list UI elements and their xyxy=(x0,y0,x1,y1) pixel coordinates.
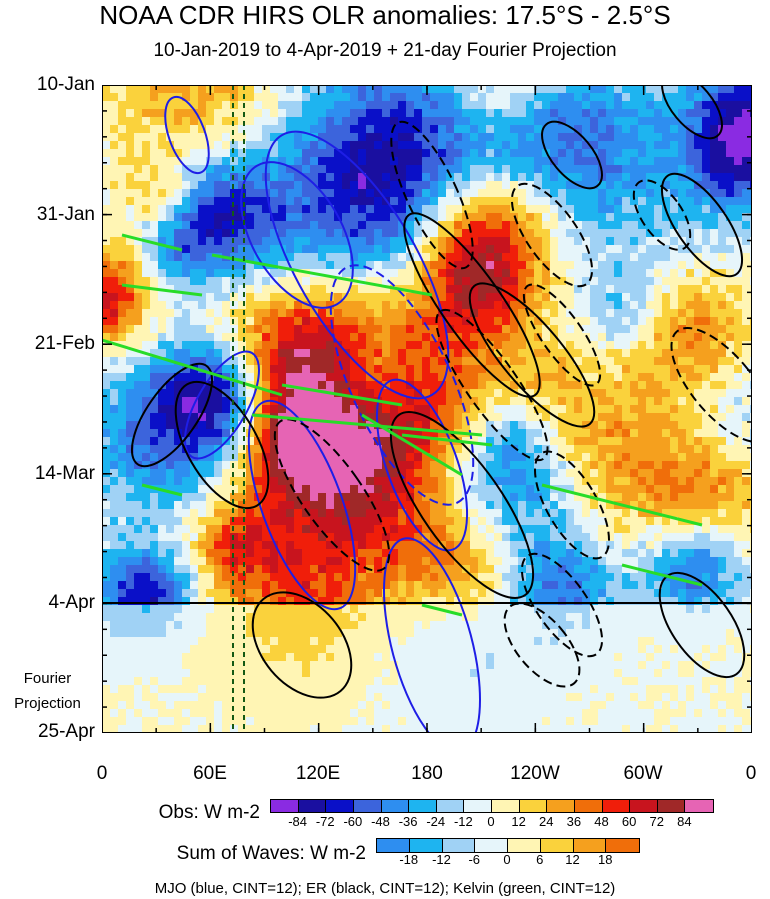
obs-colorbar-tick: 84 xyxy=(677,814,692,829)
obs-colorbar-tick: 36 xyxy=(566,814,582,829)
x-tick-label: 60E xyxy=(193,763,227,784)
obs-colorbar-tick: -72 xyxy=(315,814,335,829)
y-tick-label: 4-Apr xyxy=(48,592,95,613)
obs-colorbar-tick: 72 xyxy=(649,814,664,829)
waves-colorbar-tick: 18 xyxy=(598,852,613,867)
hovmoller-plot xyxy=(102,85,752,733)
wave-contours xyxy=(102,85,752,733)
obs-colorbar-tick: 48 xyxy=(594,814,609,829)
x-tick-label: 0 xyxy=(96,763,108,784)
waves-colorbar-label: Sum of Waves: W m-2 xyxy=(176,843,366,864)
waves-colorbar-tick: -6 xyxy=(468,852,481,867)
contour-legend: MJO (blue, CINT=12); ER (black, CINT=12)… xyxy=(154,880,616,897)
obs-colorbar-tick: -36 xyxy=(398,814,418,829)
reference-lines xyxy=(232,85,245,733)
waves-colorbar-tick: 0 xyxy=(503,852,511,867)
obs-colorbar-tick: 12 xyxy=(511,814,526,829)
waves-colorbar-tick: 12 xyxy=(565,852,580,867)
y-tick-label: 10-Jan xyxy=(36,74,95,95)
x-tick-label: 120W xyxy=(510,763,560,784)
obs-colorbar-tick: -24 xyxy=(426,814,446,829)
obs-colorbar-label: Obs: W m-2 xyxy=(158,802,260,823)
chart-title: NOAA CDR HIRS OLR anomalies: 17.5°S - 2.… xyxy=(99,0,671,30)
x-tick-label: 0 xyxy=(745,763,757,784)
obs-colorbar-tick: 24 xyxy=(539,814,554,829)
y-tick-label: 14-Mar xyxy=(34,463,95,484)
y-tick-label: 31-Jan xyxy=(36,204,95,225)
y-tick-label: 21-Feb xyxy=(34,333,95,354)
chart-subtitle: 10-Jan-2019 to 4-Apr-2019 + 21-day Fouri… xyxy=(153,40,617,61)
obs-colorbar-tick: -12 xyxy=(453,814,473,829)
waves-colorbar-tick: 6 xyxy=(536,852,544,867)
projection-note-line1: Fourier xyxy=(23,670,72,687)
waves-colorbar xyxy=(376,838,640,853)
waves-colorbar-tick: -18 xyxy=(399,852,419,867)
obs-colorbar-tick: 60 xyxy=(621,814,637,829)
obs-colorbar-tick: -84 xyxy=(288,814,308,829)
y-tick-label: 25-Apr xyxy=(37,721,95,742)
olr-anomaly-field xyxy=(102,85,752,733)
obs-colorbar-tick: -60 xyxy=(343,814,363,829)
x-tick-label: 180 xyxy=(411,763,443,784)
obs-colorbar-tick: 0 xyxy=(487,814,495,829)
x-tick-label: 120E xyxy=(295,763,341,784)
waves-colorbar-tick: -12 xyxy=(432,852,451,867)
x-tick-label: 60W xyxy=(623,763,663,784)
projection-note-line2: Projection xyxy=(14,695,81,712)
obs-colorbar-tick: -48 xyxy=(371,814,390,829)
obs-colorbar xyxy=(270,799,714,813)
